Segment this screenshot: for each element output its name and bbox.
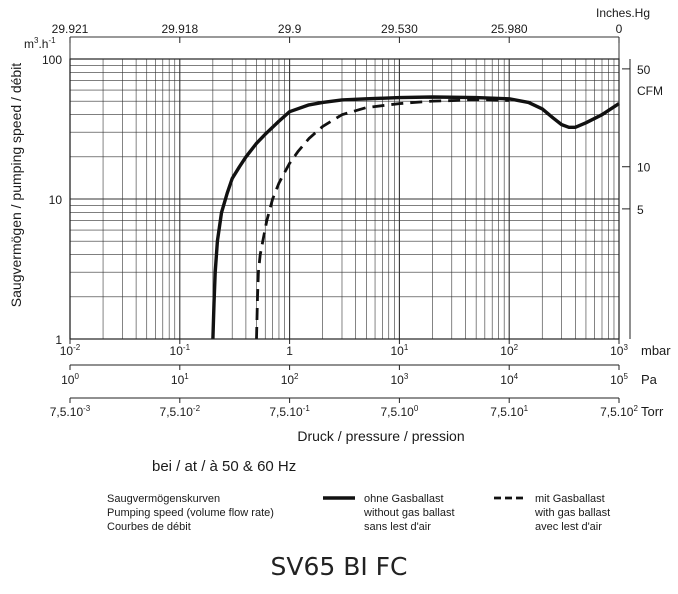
chart-curves — [211, 95, 620, 340]
legend-solid-label-line: without gas ballast — [363, 507, 455, 519]
x-axis-unit: mbar — [641, 343, 671, 358]
y-tick-label: 10 — [49, 193, 63, 207]
chart-grid — [69, 59, 619, 340]
right-axis-unit: CFM — [637, 84, 663, 98]
right-axis-tick-label: 50 — [637, 63, 651, 77]
x-axis-title: Druck / pressure / pression — [297, 428, 464, 444]
curve-with-gas-ballast — [255, 98, 510, 340]
x-axis-tick-label: 103 — [390, 372, 408, 387]
legend-dashed-label-line: avec lest d'air — [535, 521, 602, 533]
x-axis-tick-label: 101 — [390, 343, 408, 358]
legend-dashed-label-line: mit Gasballast — [535, 493, 605, 505]
legend-description-line: Courbes de débit — [107, 521, 191, 533]
top-axis-tick-label: 25.980 — [491, 22, 528, 36]
top-axis-tick-label: 0 — [616, 22, 623, 36]
x-axis-tick-label: 7,5.10-3 — [50, 404, 91, 419]
x-axis-tick-label: 100 — [61, 372, 79, 387]
top-axis-tick-label: 29.530 — [381, 22, 418, 36]
x-axis-tick-label: 7,5.101 — [490, 404, 528, 419]
x-axis-tick-label: 7,5.102 — [600, 404, 638, 419]
y-axis-title: Saugvermögen / pumping speed / débit — [8, 63, 24, 307]
y-tick-label: 1 — [55, 333, 62, 347]
top-axis-tick-label: 29.918 — [161, 22, 198, 36]
plot-frame — [69, 58, 620, 340]
x-axis-tick-label: 101 — [171, 372, 189, 387]
legend-dashed-label-line: with gas ballast — [534, 507, 610, 519]
top-axis-tick-label: 29.921 — [52, 22, 89, 36]
x-axis-tick-label: 10-1 — [170, 343, 191, 358]
x-axis-tick-label: 104 — [500, 372, 518, 387]
x-axis-tick-label: 102 — [281, 372, 299, 387]
x-axis-tick-label: 1 — [286, 344, 293, 358]
curve-without-gas-ballast — [211, 95, 620, 340]
x-axis-tick-label: 102 — [500, 343, 518, 358]
chart-axes — [69, 36, 631, 403]
x-axis-tick-label: 105 — [610, 372, 628, 387]
x-axis-tick-label: 103 — [610, 343, 628, 358]
legend-solid-label-line: ohne Gasballast — [364, 493, 444, 505]
subtitle: bei / at / à 50 & 60 Hz — [152, 458, 296, 475]
right-axis-tick-label: 5 — [637, 203, 644, 217]
x-axis-unit: Pa — [641, 372, 658, 387]
x-axis-unit: Torr — [641, 404, 664, 419]
x-axis-tick-label: 7,5.100 — [380, 404, 418, 419]
top-axis-unit: Inches.Hg — [596, 6, 650, 20]
chart-labels: 29.921 29.918 29.9 29.530 25.980 0Inches.Hg11… — [8, 6, 671, 475]
top-axis-tick-label: 29.9 — [278, 22, 302, 36]
model-name: SV65 BI FC — [270, 552, 408, 581]
legend-description-line: Saugvermögenskurven — [107, 493, 220, 505]
chart-legend: Saugvermögenskurven Pumping speed (volume… — [107, 493, 610, 533]
legend-description-line: Pumping speed (volume flow rate) — [107, 507, 274, 519]
y-axis-unit: m3.h-1 — [24, 36, 56, 51]
x-axis-tick-label: 10-2 — [60, 343, 81, 358]
x-axis-tick-label: 7,5.10-1 — [269, 404, 310, 419]
legend-solid-label-line: sans lest d'air — [364, 521, 431, 533]
right-axis-tick-label: 10 — [637, 161, 651, 175]
x-axis-tick-label: 7,5.10-2 — [160, 404, 201, 419]
y-tick-label: 100 — [42, 53, 62, 67]
